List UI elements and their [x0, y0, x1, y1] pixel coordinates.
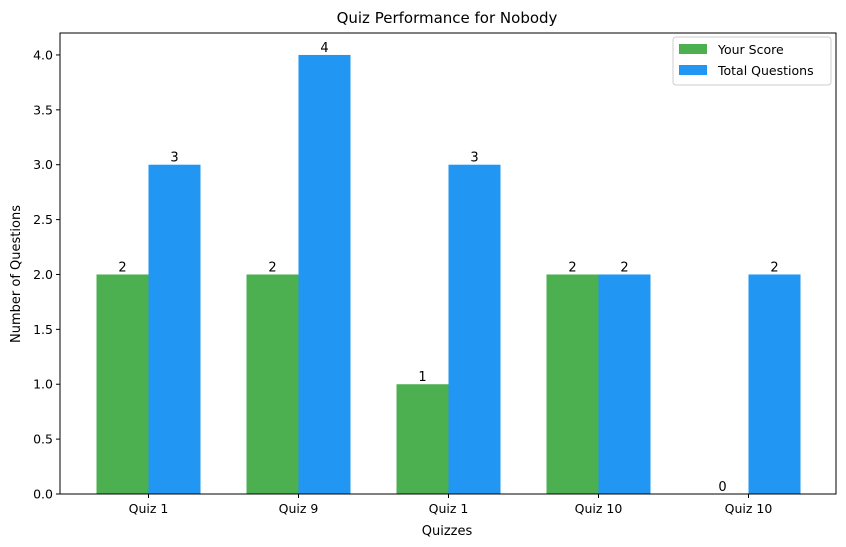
x-tick-label: Quiz 1	[429, 501, 469, 516]
bar	[298, 54, 351, 494]
data-label: 2	[620, 260, 628, 275]
y-axis-label: Number of Questions	[9, 205, 24, 343]
y-tick-label: 4.0	[33, 47, 53, 62]
plot-area: 2 2 1 2 0 3 4 3 2 2 0.0 0.5 1.0 1.5 2.0 2.5 3.0 3.5 4.0 Qui…	[33, 32, 837, 516]
legend-label: Your Score	[717, 42, 784, 57]
y-tick-label: 0.0	[33, 487, 53, 502]
data-label: 2	[268, 260, 276, 275]
bar	[748, 274, 801, 494]
x-tick-label: Quiz 10	[725, 501, 773, 516]
axes-frame	[59, 32, 837, 495]
data-label: 2	[118, 260, 126, 275]
x-axis-label: Quizzes	[422, 524, 473, 539]
x-tick-label: Quiz 1	[129, 501, 169, 516]
legend-swatch	[679, 65, 707, 75]
bar	[396, 384, 449, 494]
data-label: 2	[568, 260, 576, 275]
bar	[546, 274, 599, 494]
data-label: 0	[718, 480, 726, 495]
bar	[246, 274, 299, 494]
chart-title: Quiz Performance for Nobody	[337, 9, 558, 27]
data-label: 4	[320, 41, 328, 56]
data-label: 2	[770, 260, 778, 275]
bar	[148, 164, 201, 494]
data-label: 3	[470, 151, 478, 166]
legend-swatch	[679, 44, 707, 54]
y-tick-label: 3.0	[33, 157, 53, 172]
y-tick-label: 1.5	[33, 322, 53, 337]
bar	[598, 274, 651, 494]
y-tick-label: 2.5	[33, 212, 53, 227]
legend: Your Score Total Questions	[672, 36, 832, 86]
legend-label: Total Questions	[717, 63, 814, 78]
y-tick-label: 3.5	[33, 102, 53, 117]
x-tick-label: Quiz 10	[575, 501, 623, 516]
legend-box	[672, 36, 832, 86]
bar	[448, 164, 501, 494]
data-label: 3	[170, 151, 178, 166]
bar	[96, 274, 149, 494]
y-tick-label: 0.5	[33, 432, 53, 447]
x-tick-label: Quiz 9	[279, 501, 319, 516]
y-tick-label: 1.0	[33, 377, 53, 392]
y-tick-label: 2.0	[33, 267, 53, 282]
data-label: 1	[418, 370, 426, 385]
